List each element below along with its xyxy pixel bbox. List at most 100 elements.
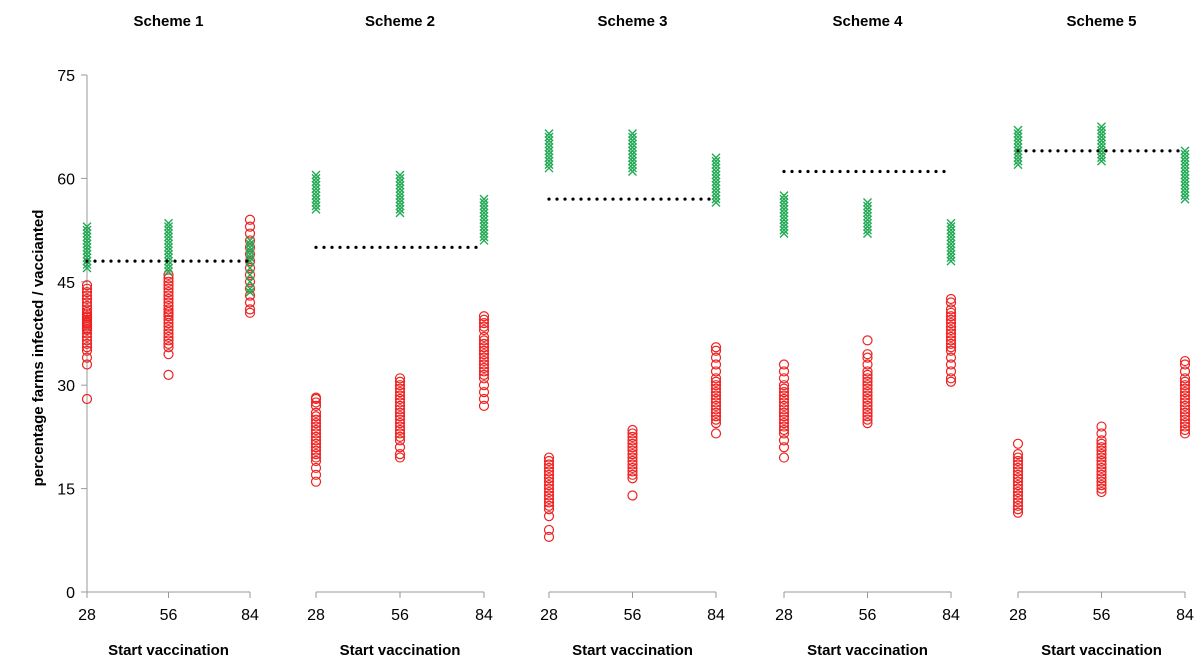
- infected-point: [627, 459, 638, 470]
- vaccinated-point: [1013, 156, 1023, 166]
- vaccinated-point: [946, 232, 956, 242]
- infected-point: [394, 449, 406, 460]
- infected-point: [394, 397, 406, 408]
- vaccinated-point: [711, 167, 721, 177]
- infected-point: [394, 428, 406, 439]
- infected-point: [1012, 486, 1024, 498]
- vaccinated-point: [779, 201, 789, 211]
- vaccinated-point: [779, 215, 789, 225]
- infected-point: [543, 469, 555, 480]
- infected-point: [81, 287, 93, 298]
- infected-point: [862, 386, 873, 398]
- vaccinated-point: [946, 246, 956, 256]
- vaccinated-point: [863, 198, 872, 208]
- vaccinated-point: [1097, 125, 1106, 135]
- vaccinated-point: [245, 287, 255, 297]
- infected-point: [478, 338, 490, 349]
- vaccinated-point: [311, 177, 321, 187]
- vaccinated-point: [1097, 129, 1106, 139]
- vaccinated-point: [245, 277, 255, 287]
- infected-point: [710, 359, 722, 370]
- infected-point: [478, 352, 490, 363]
- vaccinated-point: [1013, 125, 1023, 135]
- vaccinated-point: [946, 239, 956, 249]
- vaccinated-point: [711, 163, 721, 173]
- infected-point: [478, 366, 490, 377]
- vaccinated-point: [1180, 167, 1190, 177]
- infected-point: [244, 242, 256, 253]
- infected-point: [1096, 459, 1107, 470]
- infected-point: [394, 421, 406, 432]
- infected-point: [710, 376, 722, 387]
- infected-point: [862, 407, 873, 418]
- vaccinated-point: [395, 201, 405, 211]
- infected-point: [778, 414, 790, 425]
- infected-point: [1096, 435, 1107, 446]
- infected-point: [1096, 466, 1107, 477]
- infected-point: [1012, 500, 1024, 511]
- infected-point: [1012, 490, 1024, 501]
- vaccinated-point: [863, 208, 872, 218]
- infected-point: [778, 390, 790, 401]
- vaccinated-point: [395, 170, 405, 180]
- vaccinated-point: [395, 173, 405, 183]
- vaccinated-point: [711, 153, 721, 163]
- vaccinated-point: [544, 129, 554, 139]
- infected-point: [862, 373, 873, 384]
- infected-point: [862, 414, 873, 425]
- vaccinated-point: [82, 235, 92, 245]
- x-tick-label: 84: [241, 607, 259, 624]
- infected-point: [163, 342, 174, 353]
- infected-point: [543, 483, 555, 494]
- vaccinated-point: [395, 204, 405, 214]
- infected-point: [778, 366, 790, 377]
- infected-point: [710, 383, 722, 394]
- infected-point: [778, 442, 790, 453]
- vaccinated-point: [164, 246, 173, 256]
- infected-point: [1179, 400, 1191, 411]
- panel-title: Scheme 2: [365, 13, 435, 30]
- vaccinated-point: [395, 198, 405, 208]
- infected-point: [627, 442, 638, 453]
- infected-point: [81, 300, 93, 312]
- vaccinated-point: [628, 129, 637, 139]
- vaccinated-point: [1097, 132, 1106, 142]
- vaccinated-point: [544, 139, 554, 149]
- infected-point: [1179, 355, 1191, 367]
- vaccinated-point: [311, 184, 321, 194]
- infected-point: [1179, 411, 1191, 422]
- infected-point: [778, 452, 790, 463]
- infected-point: [1096, 421, 1107, 432]
- infected-point: [1096, 442, 1107, 453]
- infected-point: [244, 269, 256, 281]
- vaccinated-point: [628, 163, 637, 173]
- vaccinated-point: [164, 218, 173, 228]
- infected-point: [1096, 480, 1107, 491]
- infected-point: [81, 335, 93, 346]
- vaccinated-point: [711, 194, 721, 204]
- vaccinated-point: [82, 260, 92, 270]
- vaccinated-point: [479, 225, 489, 235]
- infected-point: [244, 290, 256, 301]
- vaccinated-point: [164, 242, 173, 252]
- infected-point: [163, 304, 174, 315]
- infected-point: [778, 407, 790, 418]
- vaccinated-point: [1013, 129, 1023, 139]
- infected-point: [394, 383, 406, 394]
- x-tick-label: 28: [540, 607, 558, 624]
- infected-point: [244, 307, 256, 318]
- vaccinated-point: [628, 135, 637, 145]
- x-tick-label: 56: [624, 607, 642, 624]
- x-tick-label: 28: [775, 607, 793, 624]
- infected-point: [945, 328, 957, 339]
- panel-title: Scheme 4: [832, 13, 903, 30]
- infected-point: [310, 469, 322, 480]
- x-tick-label: 84: [707, 607, 725, 624]
- infected-point: [310, 407, 322, 418]
- infected-point: [945, 297, 957, 308]
- vaccinated-point: [863, 211, 872, 221]
- panel-title: Scheme 1: [133, 13, 203, 30]
- infected-point: [163, 293, 174, 305]
- infected-point: [163, 290, 174, 301]
